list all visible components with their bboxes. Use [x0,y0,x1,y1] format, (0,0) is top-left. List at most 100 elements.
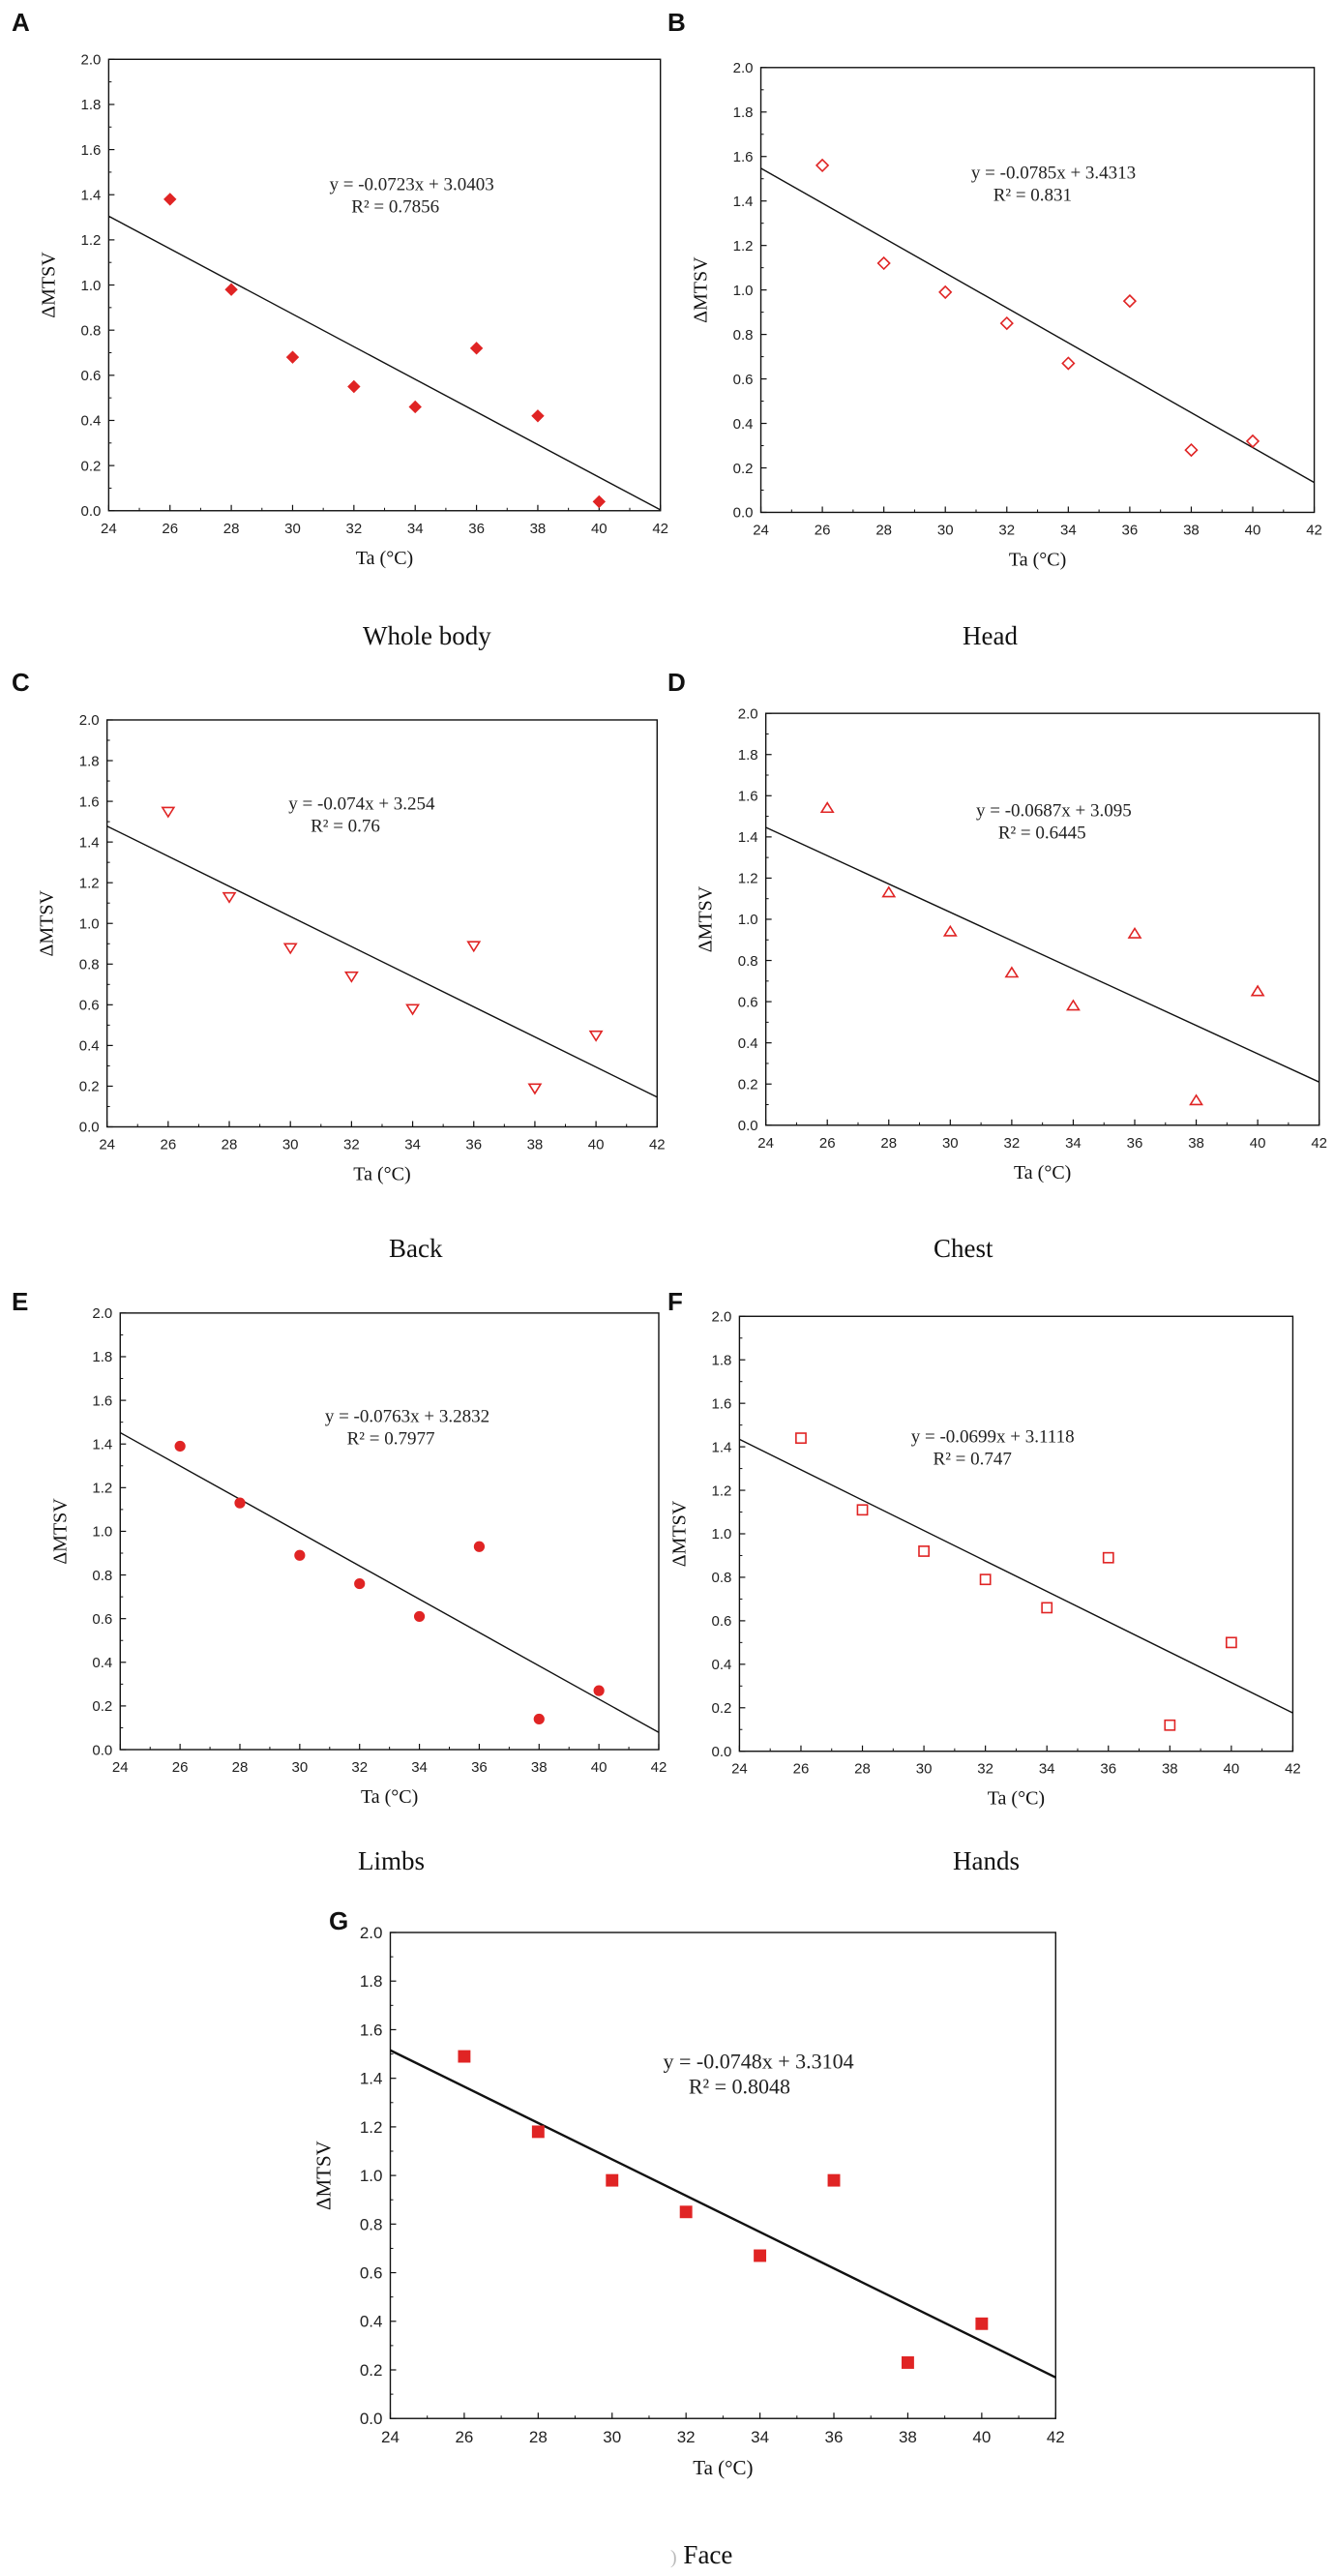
x-tick-label: 24 [381,2428,400,2446]
data-point [469,342,484,355]
fit-equation: y = -0.0748x + 3.3104 [663,2050,853,2074]
y-tick-label: 0.0 [712,1744,732,1760]
x-tick-label: 32 [1004,1135,1021,1152]
x-tick-label: 34 [1060,522,1077,538]
x-tick-label: 42 [1047,2428,1065,2446]
regression-line [389,2049,1056,2379]
chart-c-svg: 0.0 0.2 0.4 0.6 0.8 1.0 1.2 1.4 1.6 1.8 2.0 24 26 28 3… [37,712,666,1184]
fit-equation: y = -0.074x + 3.254 [288,794,435,814]
x-axis-label: Ta (°C) [693,2456,753,2479]
x-axis-label: Ta (°C) [353,1163,410,1184]
y-axis-label: ΔMTSV [696,885,717,952]
y-tick-label: 1.0 [81,278,102,294]
x-tick-label: 28 [223,521,240,537]
y-tick-label: 2.0 [79,712,100,729]
y-tick-label: 0.8 [733,327,754,344]
y-tick-label: 2.0 [360,1924,383,1942]
fit-equation: y = -0.0687x + 3.095 [976,801,1132,822]
x-axis-label: Ta (°C) [356,548,413,569]
data-point [527,1083,543,1095]
y-tick-label: 1.4 [738,829,758,846]
data-point [901,2356,914,2369]
x-tick-label: 30 [937,522,954,538]
y-tick-label: 1.8 [360,1972,383,1991]
data-point [354,1577,366,1590]
y-tick-label: 0.0 [81,503,102,520]
y-tick-label: 0.4 [81,413,102,430]
x-tick-label: 28 [232,1759,249,1776]
data-point [606,2173,619,2187]
x-tick-label: 38 [1183,522,1200,538]
fit-r-squared: R² = 0.6445 [998,824,1086,844]
y-tick-label: 0.8 [79,957,100,973]
data-point [942,924,958,937]
chart-b-subtitle: Head [963,621,1018,650]
x-tick-label: 36 [465,1136,482,1153]
data-point [856,1504,869,1516]
y-tick-label: 0.2 [733,461,754,477]
y-tick-label: 1.8 [92,1349,112,1365]
y-tick-label: 0.6 [738,994,758,1010]
x-tick-label: 26 [819,1135,836,1152]
data-point [161,806,176,819]
data-point [593,1685,605,1696]
data-point [405,1003,421,1016]
data-point [294,1549,306,1561]
data-point [975,2317,989,2330]
x-tick-label: 34 [1039,1761,1055,1778]
y-tick-label: 0.2 [738,1076,758,1093]
x-tick-label: 28 [854,1761,871,1778]
y-tick-label: 0.4 [360,2313,383,2331]
x-tick-label: 36 [1100,1761,1116,1778]
x-tick-label: 42 [649,1136,666,1153]
y-tick-label: 0.4 [79,1038,100,1055]
y-tick-label: 1.8 [79,753,100,769]
data-point [473,1541,486,1552]
y-axis-label: ΔMTSV [37,889,58,956]
x-tick-label: 32 [343,1136,360,1153]
chart-e-svg: 0.0 0.2 0.4 0.6 0.8 1.0 1.2 1.4 1.6 1.8 2.0 24 26 28 3… [49,1305,667,1808]
data-point [1127,926,1142,939]
x-tick-label: 38 [1188,1135,1204,1152]
x-tick-label: 32 [345,521,362,537]
plot-frame [738,1315,1294,1752]
data-point [531,2125,545,2139]
chart-f-svg: 0.0 0.2 0.4 0.6 0.8 1.0 1.2 1.4 1.6 1.8 2.0 24 26 28 3… [668,1309,1300,1810]
x-tick-label: 24 [757,1135,774,1152]
data-point [795,1432,807,1445]
data-point [979,1573,992,1586]
x-tick-label: 30 [284,521,301,537]
x-tick-label: 30 [282,1136,299,1153]
y-tick-label: 1.2 [733,238,754,255]
x-tick-label: 38 [1162,1761,1178,1778]
x-axis-label: Ta (°C) [1009,549,1066,570]
y-tick-label: 1.4 [733,194,754,210]
y-tick-label: 0.6 [712,1613,732,1630]
chart-g-svg: 0.0 0.2 0.4 0.6 0.8 1.0 1.2 1.4 1.6 1.8 2.0 24 26 28 3… [311,1924,1065,2479]
data-point [413,1610,426,1623]
y-tick-label: 1.0 [92,1524,112,1541]
chart-panel-b: B 0.0 0.2 0.4 0.6 0.8 1.0 1.2 1.4 1.6 1.8 2.0 24 26 2… [667,0,1334,668]
chart-e-subtitle: Limbs [358,1846,426,1875]
x-tick-label: 32 [977,1761,993,1778]
plot-frame [119,1312,660,1751]
y-tick-label: 0.2 [81,458,102,474]
x-tick-label: 36 [825,2428,844,2446]
x-tick-label: 32 [351,1759,368,1776]
plot-frame [764,712,1320,1126]
x-tick-label: 26 [815,522,831,538]
data-point [285,350,300,364]
data-point [224,283,238,296]
y-tick-label: 1.6 [712,1395,732,1412]
y-tick-label: 1.8 [81,97,102,113]
x-tick-label: 24 [753,522,769,538]
y-tick-label: 1.4 [79,834,100,851]
y-tick-label: 1.8 [712,1352,732,1368]
data-point [1189,1093,1204,1106]
x-tick-label: 30 [942,1135,959,1152]
x-tick-label: 38 [527,1136,544,1153]
x-axis-label: Ta (°C) [361,1786,418,1808]
y-tick-label: 1.2 [92,1481,112,1497]
x-tick-label: 24 [101,521,117,537]
x-tick-label: 34 [407,521,424,537]
